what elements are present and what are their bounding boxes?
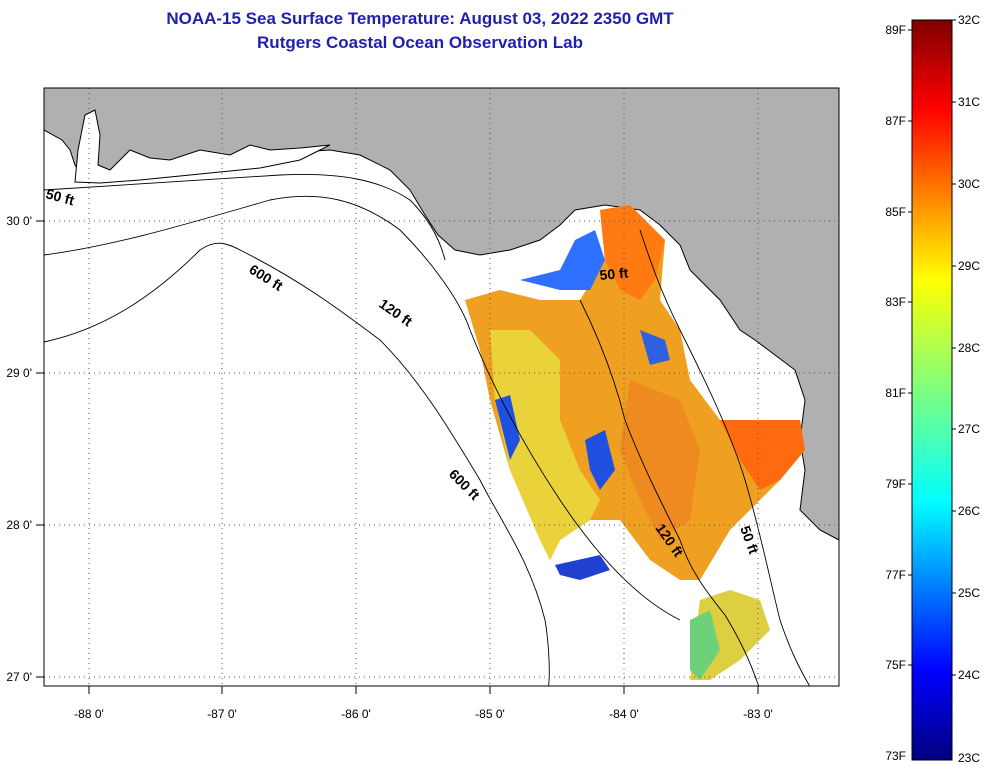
colorbar-c-label: 24C	[958, 668, 980, 682]
colorbar-c-label: 27C	[958, 422, 980, 436]
colorbar-f-label: 85F	[885, 205, 906, 219]
colorbar-f-label: 75F	[885, 658, 906, 672]
colorbar-f-label: 89F	[885, 23, 906, 37]
x-tick-label: -88 0'	[74, 707, 104, 721]
colorbar-f-label: 87F	[885, 114, 906, 128]
depth-contours	[44, 173, 811, 686]
map-title: NOAA-15 Sea Surface Temperature: August …	[166, 9, 674, 28]
colorbar-c-labels: 32C 31C 30C 29C 28C 27C 26C 25C 24C 23C	[958, 13, 980, 765]
y-axis-labels: 30 0' 29 0' 28 0' 27 0'	[6, 214, 32, 684]
x-tick-label: -84 0'	[609, 707, 639, 721]
y-tick-label: 28 0'	[6, 518, 32, 532]
x-tick-label: -85 0'	[475, 707, 505, 721]
y-tick-label: 27 0'	[6, 670, 32, 684]
y-tick-label: 30 0'	[6, 214, 32, 228]
colorbar-c-label: 32C	[958, 13, 980, 27]
colorbar-f-label: 81F	[885, 386, 906, 400]
colorbar-c-label: 29C	[958, 259, 980, 273]
colorbar-c-label: 23C	[958, 751, 980, 765]
sst-swath	[465, 205, 805, 680]
colorbar-f-label: 83F	[885, 295, 906, 309]
colorbar-c-label: 30C	[958, 177, 980, 191]
depth-label-4: 50 ft	[599, 265, 629, 283]
colorbar	[911, 19, 953, 761]
x-tick-label: -83 0'	[743, 707, 773, 721]
map-frame	[43, 87, 840, 687]
tick-marks	[36, 220, 759, 694]
colorbar-ticks	[908, 19, 956, 676]
peninsula	[74, 109, 331, 184]
depth-label-1: 50 ft	[44, 185, 76, 208]
colorbar-c-label: 25C	[958, 586, 980, 600]
colorbar-f-label: 79F	[885, 477, 906, 491]
colorbar-c-label: 26C	[958, 504, 980, 518]
colorbar-f-label: 77F	[885, 568, 906, 582]
colorbar-c-label: 28C	[958, 341, 980, 355]
colorbar-c-label: 31C	[958, 95, 980, 109]
map-subtitle: Rutgers Coastal Ocean Observation Lab	[257, 33, 583, 52]
colorbar-f-label: 73F	[885, 749, 906, 763]
x-axis-labels: -88 0' -87 0' -86 0' -85 0' -84 0' -83 0…	[74, 707, 773, 721]
colorbar-f-labels: 89F 87F 85F 83F 81F 79F 77F 75F 73F	[885, 23, 906, 763]
x-tick-label: -87 0'	[207, 707, 237, 721]
x-tick-label: -86 0'	[341, 707, 371, 721]
y-tick-label: 29 0'	[6, 366, 32, 380]
